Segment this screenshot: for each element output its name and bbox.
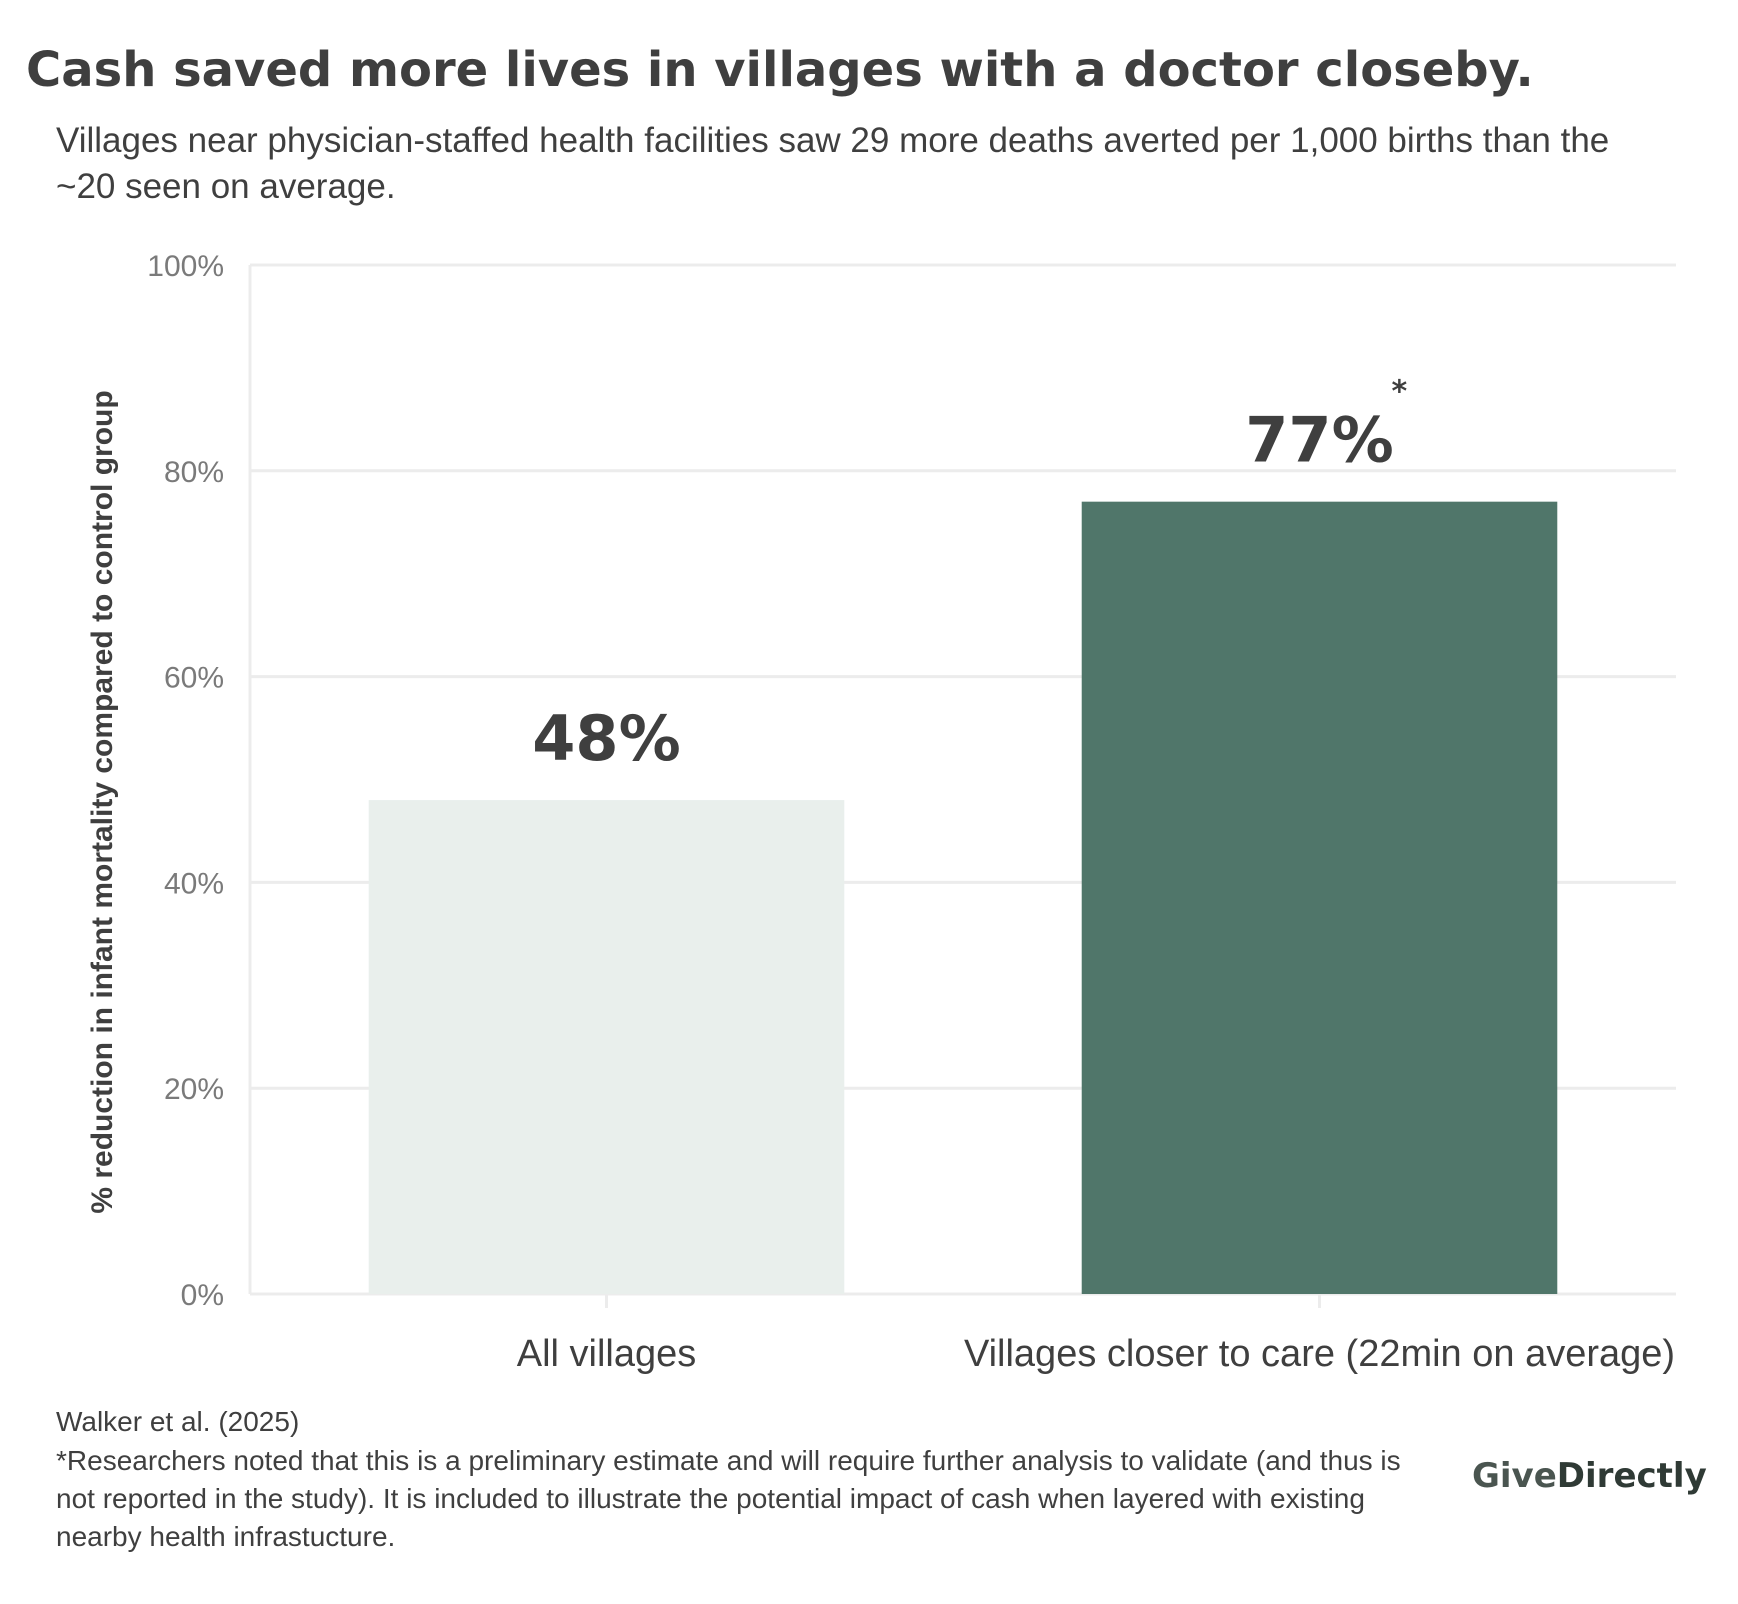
axes: 0% 20% 40% 60% 80% 100% xyxy=(147,250,1321,1312)
y-tick-label: 100% xyxy=(147,250,224,283)
footnote: *Researchers noted that this is a prelim… xyxy=(56,1445,1401,1552)
logo-directly: Directly xyxy=(1556,1456,1707,1496)
source-citation: Walker et al. (2025) xyxy=(56,1406,300,1437)
bar-1 xyxy=(368,800,845,1294)
y-tick-label: 60% xyxy=(164,662,224,695)
y-tick-label: 40% xyxy=(164,867,224,900)
value-label-asterisk: * xyxy=(1392,375,1408,410)
bar-chart: 0% 20% 40% 60% 80% 100% All villages 48% Villag… xyxy=(86,250,1676,1375)
value-labels: All villages 48% Villages closer to care (… xyxy=(517,375,1675,1375)
y-axis-label: % reduction in infant mortality compared… xyxy=(86,390,119,1213)
y-tick-label: 80% xyxy=(164,456,224,489)
bar-2 xyxy=(1081,501,1558,1294)
value-label: 77% xyxy=(1245,404,1393,477)
y-tick-label: 20% xyxy=(164,1073,224,1106)
x-tick-label: All villages xyxy=(517,1333,697,1375)
chart-subtitle: Villages near physician-staffed health f… xyxy=(56,121,1610,206)
givedirectly-logo: GiveDirectly xyxy=(1472,1456,1707,1496)
logo-give: Give xyxy=(1472,1456,1557,1496)
y-tick-label: 0% xyxy=(181,1279,224,1312)
chart-title: Cash saved more lives in villages with a… xyxy=(26,42,1534,98)
bars xyxy=(368,501,1558,1294)
x-tick-label: Villages closer to care (22min on averag… xyxy=(964,1333,1675,1375)
value-label: 48% xyxy=(532,702,680,775)
